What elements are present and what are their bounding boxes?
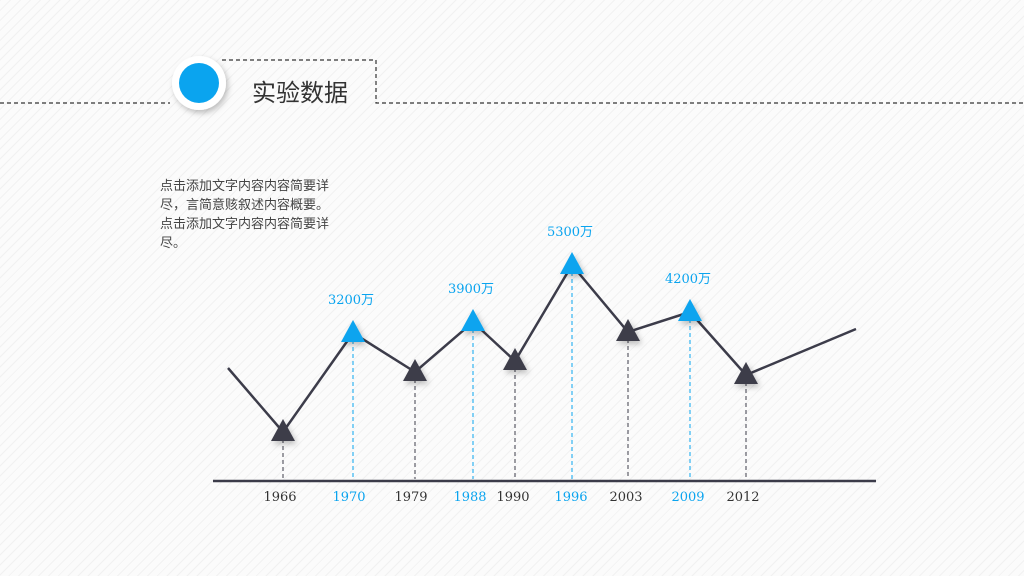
value-label: 5300万 [547, 225, 593, 240]
year-label: 1996 [554, 490, 587, 505]
year-label: 1979 [394, 490, 427, 505]
year-label: 2012 [726, 490, 759, 505]
value-label: 4200万 [665, 272, 711, 287]
marker [271, 419, 295, 441]
year-label: 1990 [496, 490, 529, 505]
value-label: 3900万 [448, 282, 494, 297]
marker [503, 348, 527, 370]
header-frame [0, 59, 1024, 104]
marker [341, 320, 365, 342]
marker [616, 319, 640, 341]
year-label: 1966 [263, 490, 296, 505]
year-label: 2003 [609, 490, 642, 505]
year-label: 2009 [671, 490, 704, 505]
marker [461, 309, 485, 331]
marker [403, 359, 427, 381]
title: 实验数据 [252, 79, 348, 107]
header-dot [179, 63, 219, 103]
value-label: 3200万 [328, 293, 374, 308]
year-label: 1988 [453, 490, 486, 505]
year-label: 1970 [332, 490, 365, 505]
marker [734, 362, 758, 384]
marker [678, 299, 702, 321]
description: 点击添加文字内容内容简要详尽，言简意赅叙述内容概要。点击添加文字内容内容简要详尽… [160, 179, 330, 251]
marker [560, 252, 584, 274]
trend-line [227, 262, 857, 435]
